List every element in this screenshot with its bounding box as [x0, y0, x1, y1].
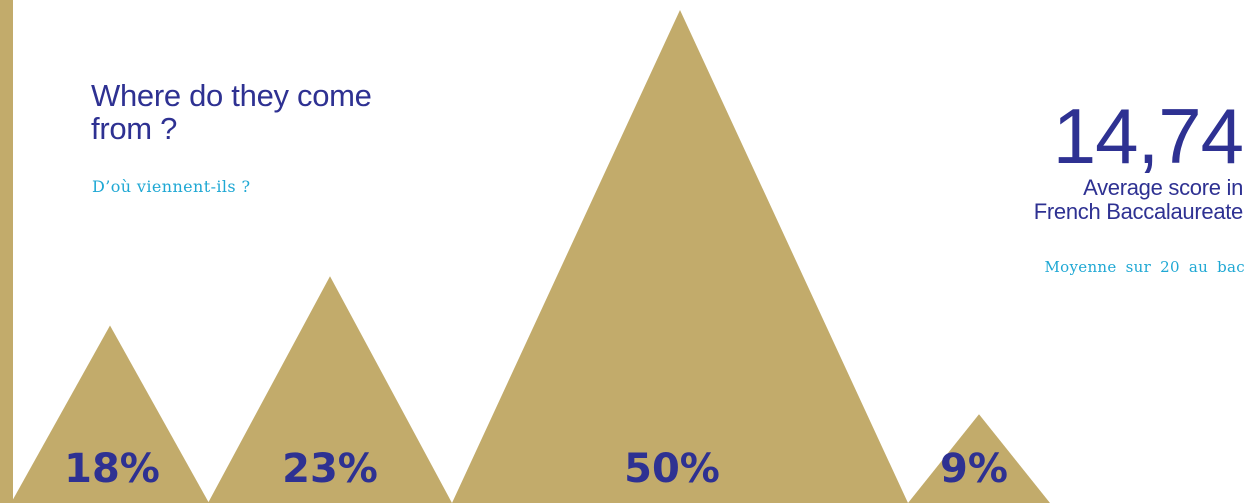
- triangle-bar-4: [908, 414, 1050, 503]
- bar-value-label-4: 9%: [940, 446, 1008, 492]
- triangle-bar-1: [11, 325, 209, 503]
- average-score-subtitle: Moyenne sur 20 au bac: [1044, 258, 1245, 276]
- triangle-bar-3: [452, 10, 908, 503]
- triangle-bar-2: [208, 276, 452, 503]
- average-score-block: 14,74 Average score in French Baccalaure…: [1033, 92, 1244, 224]
- chart-subtitle: D’où viennent-ils ?: [92, 177, 251, 196]
- chart-title: Where do they come from ?: [91, 78, 372, 146]
- bar-value-label-2: 23%: [282, 446, 378, 492]
- average-score-label-line2: French Baccalaureate: [1033, 199, 1244, 224]
- average-score-label-line1: Average score in: [1083, 175, 1243, 200]
- left-accent-bar: [0, 0, 13, 503]
- bar-value-label-1: 18%: [64, 446, 160, 492]
- average-score-value: 14,74: [1052, 92, 1244, 180]
- bar-value-label-3: 50%: [624, 446, 720, 492]
